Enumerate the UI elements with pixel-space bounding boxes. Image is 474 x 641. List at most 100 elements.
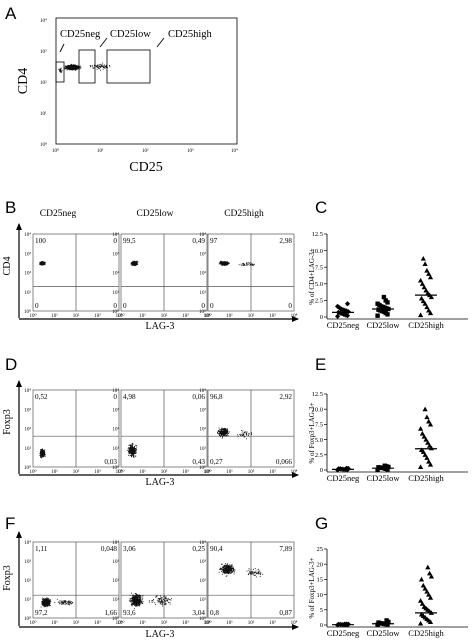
cell-dot bbox=[156, 595, 158, 597]
cell-dot bbox=[134, 605, 136, 606]
data-point bbox=[381, 294, 387, 300]
ytick: 10² bbox=[25, 578, 32, 584]
data-point bbox=[342, 621, 348, 627]
cell-dot bbox=[259, 570, 261, 572]
cell-dot bbox=[71, 65, 73, 67]
xtick: 10⁰ bbox=[204, 469, 211, 475]
cell-dot bbox=[251, 571, 253, 573]
cell-dot bbox=[222, 567, 224, 568]
panel-letter-a: A bbox=[5, 4, 17, 23]
cell-dot bbox=[137, 596, 139, 598]
category-label: CD25low bbox=[366, 473, 400, 483]
cell-dot bbox=[132, 443, 133, 445]
ytick: 10³ bbox=[113, 407, 120, 413]
cell-dot bbox=[61, 70, 63, 72]
cell-dot bbox=[221, 263, 223, 265]
cell-dot bbox=[76, 66, 78, 68]
cell-dot bbox=[68, 602, 70, 603]
cell-dot bbox=[130, 455, 132, 457]
cell-dot bbox=[222, 433, 224, 435]
cell-dot bbox=[165, 602, 167, 604]
cell-dot bbox=[229, 567, 230, 569]
cell-dot bbox=[232, 570, 233, 572]
quadrant-value-ul: 1,11 bbox=[35, 545, 48, 553]
cell-dot bbox=[72, 65, 74, 66]
cell-dot bbox=[46, 599, 48, 601]
cell-dot bbox=[225, 430, 227, 432]
cell-dot bbox=[77, 67, 78, 69]
cell-dot bbox=[42, 262, 44, 263]
cell-dot bbox=[133, 602, 134, 604]
y-tick-label: 2.5 bbox=[315, 298, 323, 305]
data-point bbox=[418, 620, 424, 626]
cell-dot bbox=[60, 67, 62, 69]
ytick: 10² bbox=[113, 578, 120, 584]
cell-dot bbox=[97, 67, 98, 68]
panel-letter-e: E bbox=[315, 355, 326, 374]
cell-dot bbox=[48, 604, 50, 606]
ytick: 10³ bbox=[200, 407, 207, 413]
cell-dot bbox=[58, 601, 60, 603]
cell-dot bbox=[61, 603, 63, 605]
cell-dot bbox=[223, 428, 224, 430]
cell-dot bbox=[133, 453, 135, 455]
cell-dot bbox=[228, 431, 230, 433]
panel-letter-g: G bbox=[315, 514, 328, 533]
cell-dot bbox=[164, 602, 166, 604]
cell-dot bbox=[132, 597, 134, 599]
cell-dot bbox=[224, 568, 225, 569]
cell-dot bbox=[226, 570, 228, 572]
panel-a-dotplot: CD25neg CD25low CD25high 10⁴ 10³ 10² 10¹… bbox=[16, 17, 238, 175]
cell-dot bbox=[243, 264, 245, 266]
cell-dot bbox=[262, 573, 264, 575]
data-point bbox=[426, 307, 432, 313]
cell-dot bbox=[228, 566, 229, 568]
cell-dot bbox=[219, 435, 221, 436]
cell-dot bbox=[223, 433, 224, 435]
cell-dot bbox=[71, 65, 73, 66]
xtick: 10⁰ bbox=[204, 620, 211, 626]
cell-dot bbox=[224, 263, 226, 265]
cell-dot bbox=[39, 455, 41, 456]
cell-dot bbox=[224, 566, 226, 567]
cell-dot bbox=[231, 569, 233, 571]
cell-dot bbox=[134, 448, 136, 449]
xtick: 10³ bbox=[94, 620, 101, 626]
cell-dot bbox=[132, 599, 134, 601]
data-point bbox=[420, 298, 426, 304]
cell-dot bbox=[250, 433, 252, 434]
cell-dot bbox=[137, 601, 138, 603]
cell-dot bbox=[241, 265, 243, 266]
cell-dot bbox=[43, 455, 45, 456]
cell-dot bbox=[130, 449, 131, 451]
cell-dot bbox=[234, 571, 235, 573]
data-point bbox=[425, 290, 431, 296]
cell-dot bbox=[155, 596, 156, 598]
cell-dot bbox=[77, 65, 79, 67]
cell-dot bbox=[139, 602, 141, 603]
data-point bbox=[421, 604, 427, 609]
cell-dot bbox=[227, 572, 229, 573]
ytick: 10² bbox=[200, 578, 207, 584]
cell-dot bbox=[136, 261, 137, 263]
cell-dot bbox=[134, 593, 136, 594]
cell-dot bbox=[134, 600, 136, 602]
xtick: 10² bbox=[161, 620, 168, 626]
cell-dot bbox=[68, 66, 70, 67]
cell-dot bbox=[41, 455, 43, 457]
cell-dot bbox=[44, 454, 46, 456]
cell-dot bbox=[165, 603, 167, 605]
cell-dot bbox=[131, 262, 132, 264]
cell-dot bbox=[141, 602, 143, 604]
cell-dot bbox=[50, 605, 51, 607]
cell-dot bbox=[224, 572, 226, 574]
cell-dot bbox=[41, 448, 42, 450]
cell-dot bbox=[132, 450, 134, 451]
cell-dot bbox=[42, 450, 44, 452]
cell-dot bbox=[259, 573, 261, 575]
cell-dot bbox=[60, 68, 62, 70]
cell-dot bbox=[140, 596, 142, 598]
cell-dot bbox=[40, 264, 42, 266]
y-axis-title: % of CD4+LAG-3+ bbox=[308, 248, 316, 305]
cell-dot bbox=[132, 447, 134, 449]
